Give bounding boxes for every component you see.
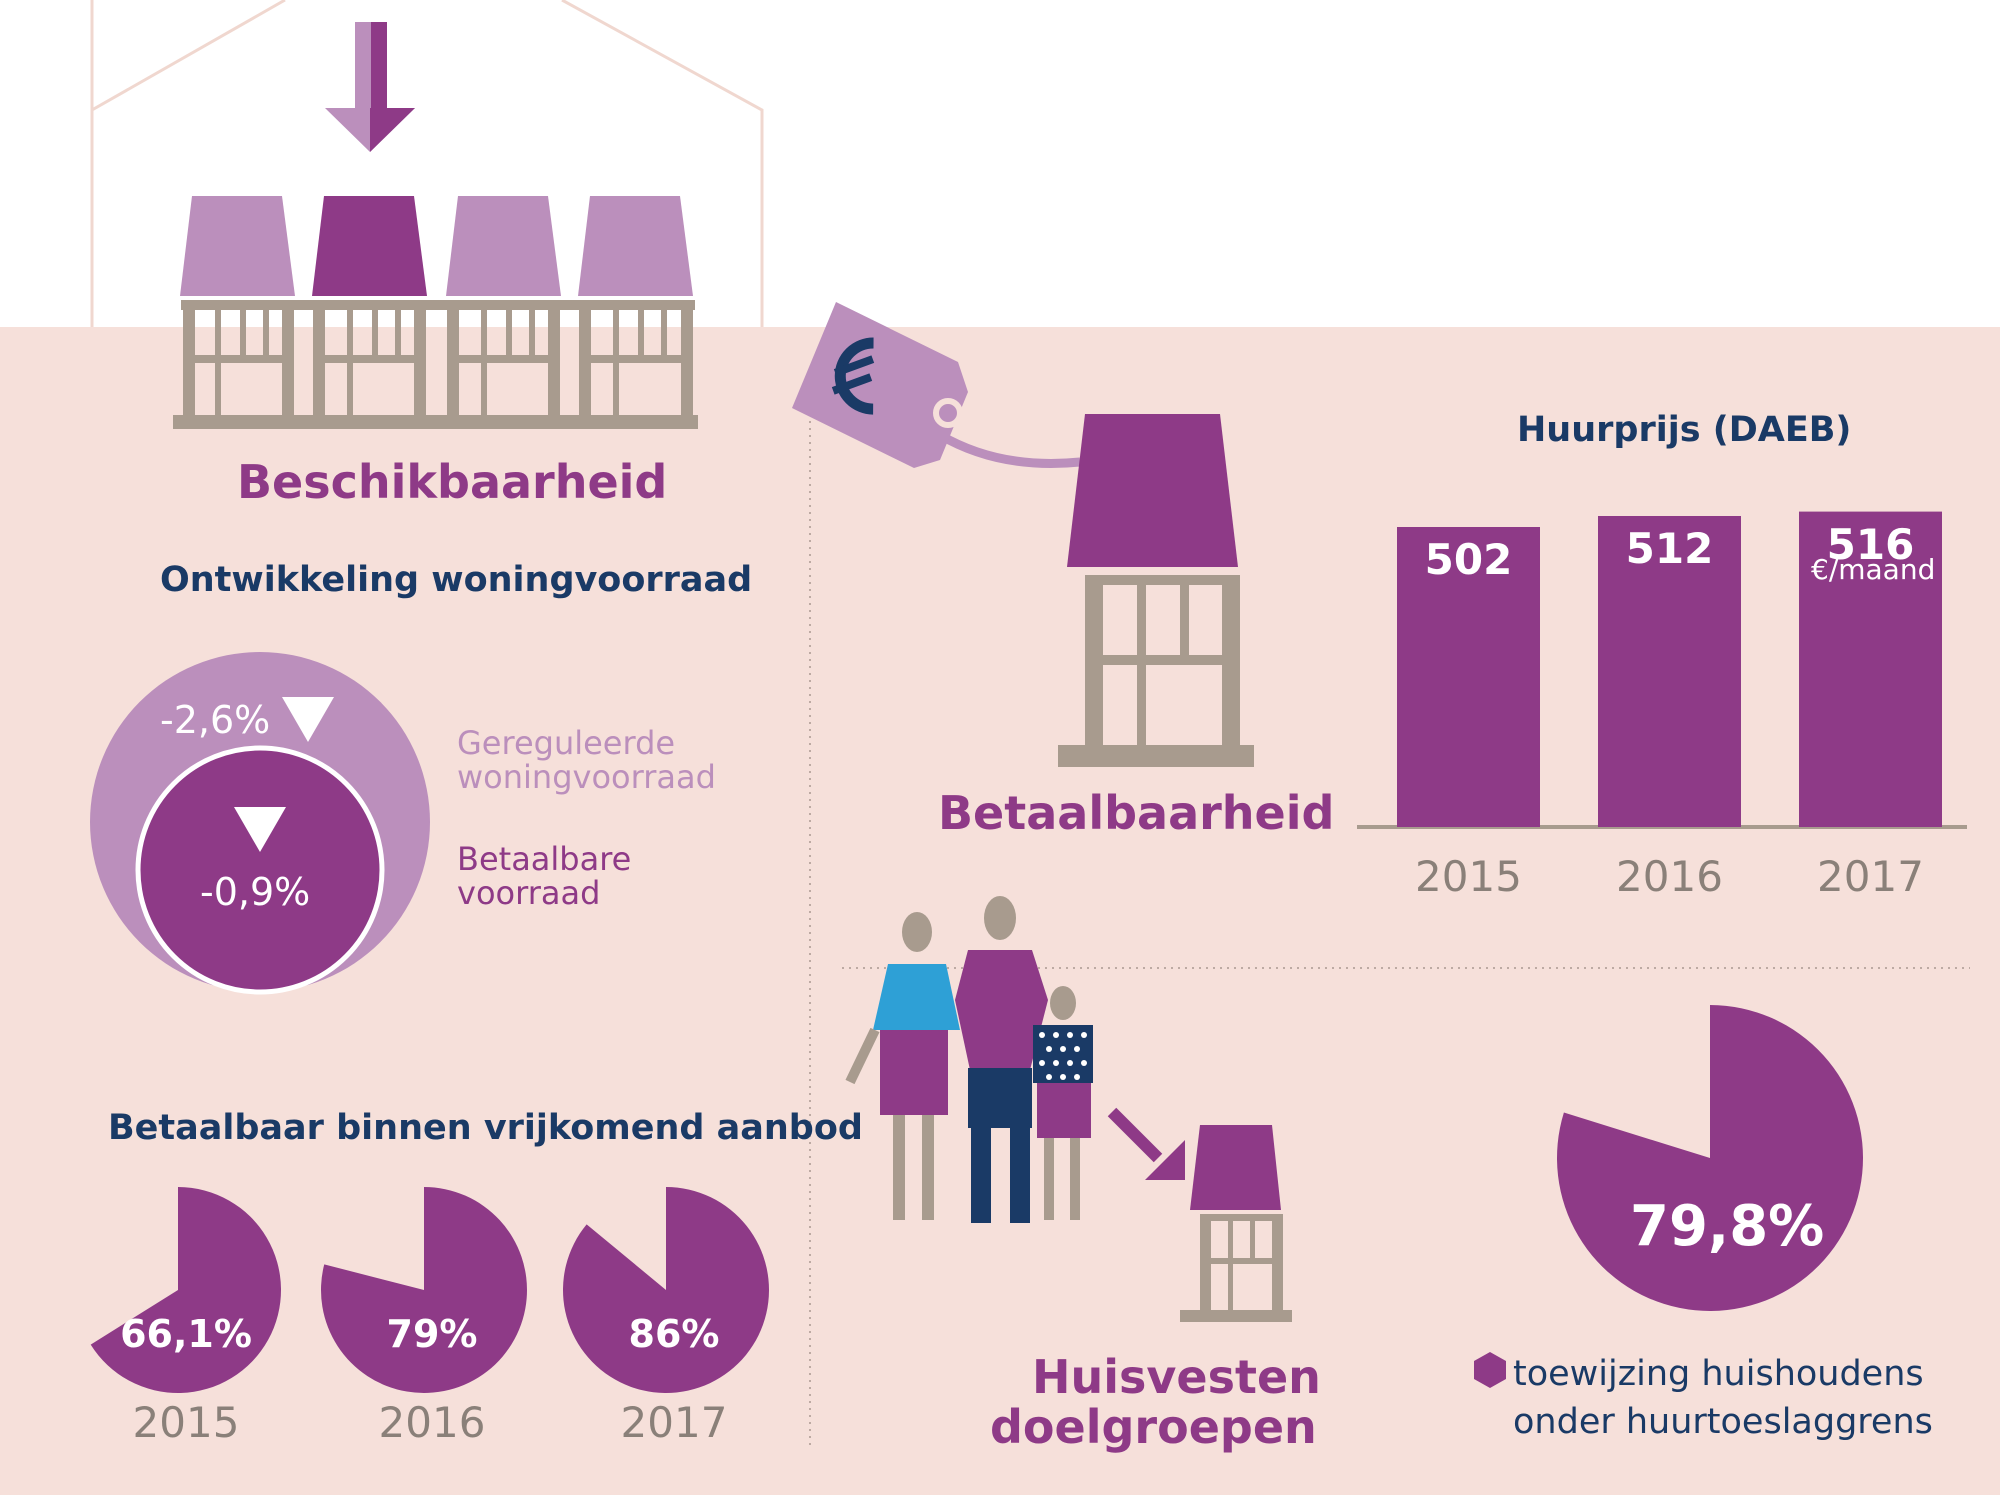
roof-outline-right xyxy=(561,0,764,327)
pie-year-label: 2017 xyxy=(620,1398,728,1447)
toewijzing-value: 79,8% xyxy=(1630,1194,1825,1259)
bar-2016 xyxy=(1598,516,1741,827)
bar-2015 xyxy=(1397,527,1540,827)
small-house-icon xyxy=(1180,1125,1292,1322)
down-arrow-icon xyxy=(325,22,415,152)
aanbod-pie-charts xyxy=(90,1187,770,1394)
roof-outline-left xyxy=(90,0,286,327)
bar-year-label: 2016 xyxy=(1616,852,1723,901)
euro-icon xyxy=(831,337,875,415)
pointer-arrow-icon xyxy=(1107,1107,1185,1180)
price-tag-icon xyxy=(792,302,1081,468)
family-icon xyxy=(845,896,1093,1223)
pie-value-label: 66,1% xyxy=(120,1312,252,1356)
section-title-doelgroepen: doelgroepen xyxy=(990,1400,1317,1454)
pie-slice-2015 xyxy=(90,1187,281,1393)
legend-gereguleerde-line1: Gereguleerde xyxy=(457,724,676,762)
down-triangle-icon xyxy=(234,807,286,852)
bar-2017 xyxy=(1799,511,1942,827)
woningvoorraad-bubbles xyxy=(90,652,430,995)
bar-value-label: 516 xyxy=(1826,519,1915,569)
toewijzing-legend-line1: toewijzing huishoudens xyxy=(1513,1354,1924,1394)
hexagon-legend-icon xyxy=(1474,1352,1506,1388)
down-triangle-icon xyxy=(282,697,334,742)
section-title-betaalbaarheid: Betaalbaarheid xyxy=(938,786,1335,840)
section-title-huisvesten: Huisvesten xyxy=(1032,1350,1321,1404)
pie-value-label: 86% xyxy=(628,1312,720,1356)
betaalbare-circle xyxy=(135,745,385,995)
pie-slice-2016 xyxy=(320,1187,527,1394)
legend-betaalbare-line2: voorraad xyxy=(457,874,601,912)
woningvoorraad-title: Ontwikkeling woningvoorraad xyxy=(160,560,753,600)
toewijzing-pie-slice xyxy=(1557,1005,1863,1311)
houses-row-icon xyxy=(173,196,698,429)
pie-year-label: 2015 xyxy=(132,1398,240,1447)
pie-year-label: 2016 xyxy=(378,1398,486,1447)
toewijzing-legend-line2: onder huurtoeslaggrens xyxy=(1513,1402,1933,1442)
house-icon xyxy=(1058,414,1254,767)
huurprijs-unit: €/maand xyxy=(1811,553,1936,586)
bar-value-label: 512 xyxy=(1625,524,1714,573)
pie-value-label: 79% xyxy=(386,1312,478,1356)
legend-betaalbare-line1: Betaalbare xyxy=(457,840,632,878)
bar-year-label: 2015 xyxy=(1415,852,1522,901)
toewijzing-pie-chart xyxy=(1557,1005,1863,1311)
legend-gereguleerde-line2: woningvoorraad xyxy=(457,758,716,796)
huurprijs-bar-chart xyxy=(1357,511,1967,829)
bar-value-label: 502 xyxy=(1424,535,1513,584)
bar-year-label: 2017 xyxy=(1817,852,1924,901)
outer-value: -2,6% xyxy=(160,698,271,742)
aanbod-title: Betaalbaar binnen vrijkomend aanbod xyxy=(108,1108,863,1148)
section-title-beschikbaarheid: Beschikbaarheid xyxy=(237,455,668,509)
pie-slice-2017 xyxy=(563,1187,770,1394)
inner-value: -0,9% xyxy=(200,870,311,914)
huurprijs-title: Huurprijs (DAEB) xyxy=(1517,410,1852,450)
